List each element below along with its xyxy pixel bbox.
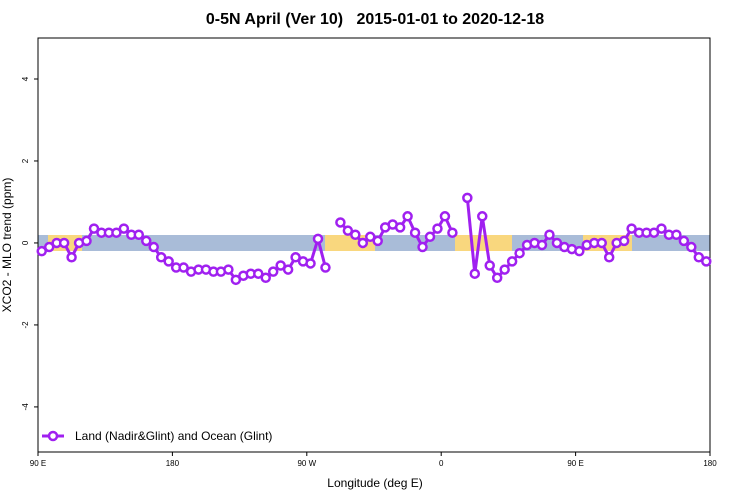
point [312,233,324,245]
point [574,245,585,257]
y-tick-label: 2 [21,158,30,163]
legend-label: Land (Nadir&Glint) and Ocean (Glint) [75,429,272,443]
point [603,252,615,263]
chart-title: 0-5N April (Ver 10) 2015-01-01 to 2020-1… [206,11,544,28]
point [267,266,279,277]
point [43,241,55,253]
point [357,237,369,249]
point [141,235,152,247]
point [506,256,518,267]
point [514,247,525,259]
point [499,264,510,275]
point [253,268,264,279]
point [536,239,548,251]
point [275,260,286,271]
point [693,252,705,263]
point [551,237,563,249]
y-axis-label: XCO2 - MLO trend (ppm) [0,178,14,313]
point [230,274,242,286]
point [626,223,637,234]
point [447,227,458,238]
point [469,268,481,279]
point [618,235,630,247]
point [118,223,130,234]
point [544,229,555,241]
point [133,229,145,241]
point [155,252,167,263]
point [260,272,271,284]
x-tick-label: 180 [166,459,180,468]
point [656,223,667,234]
point [671,229,682,241]
point [477,211,488,222]
x-tick-label: 90 E [30,459,46,468]
point [424,231,436,243]
point [305,258,316,269]
y-tick-label: -2 [21,321,30,329]
point [81,235,92,247]
point [417,241,428,253]
point [178,262,189,273]
point [701,256,712,267]
point [372,235,383,247]
point [432,223,443,234]
point [439,211,451,222]
plot-frame [37,37,711,453]
point [342,225,354,236]
point [350,229,361,241]
point [394,222,406,233]
y-tick-label: 4 [21,76,30,81]
legend: Land (Nadir&Glint) and Ocean (Glint) [42,429,272,443]
x-tick-label: 90 E [567,459,583,468]
point [678,235,690,247]
point [148,241,159,253]
point [365,231,376,243]
point [462,192,473,204]
point [58,237,70,249]
point [648,227,660,238]
x-tick-label: 90 W [297,459,316,468]
y-tick-label: 0 [21,240,30,245]
point [686,241,697,253]
point [320,262,331,273]
point [223,264,234,275]
point [402,211,413,222]
point [111,227,122,238]
point [282,264,294,275]
point [409,227,421,238]
point [484,260,495,271]
point [66,252,77,263]
x-tick-label: 180 [703,459,717,468]
point [491,272,503,284]
point [88,223,100,234]
y-tick-label: -4 [21,403,30,411]
x-tick-label: 0 [439,459,444,468]
point [163,256,174,267]
x-axis-label: Longitude (deg E) [327,476,422,490]
point [290,252,301,263]
point [596,237,607,249]
point [335,217,346,228]
point [36,245,47,257]
legend-marker [47,430,59,442]
